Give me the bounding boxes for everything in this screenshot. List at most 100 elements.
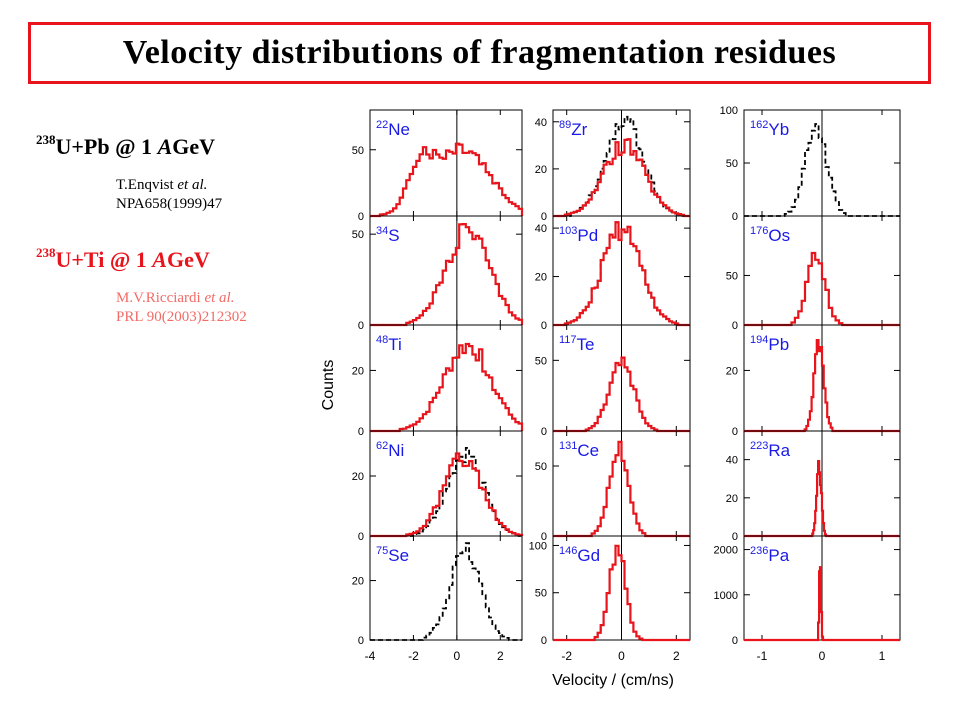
panel-yb: 0 50 100 162Yb (720, 105, 901, 223)
y-tick-label: 50 (535, 461, 547, 473)
y-tick-label: 0 (358, 211, 364, 223)
reference-ti: M.V.Ricciardi et al. PRL 90(2003)212302 (116, 289, 247, 327)
x-tick-label: 0 (454, 649, 461, 663)
x-tick-label: -2 (561, 649, 572, 663)
y-tick-label: 40 (726, 455, 738, 467)
isotope-element: Pa (768, 546, 789, 565)
series-ti-histogram (370, 142, 524, 218)
panel-pd: 0 20 40 103Pd (535, 215, 691, 332)
ref-etal: et al. (177, 177, 208, 193)
reference-pb: T.Enqvist et al. NPA658(1999)47 (116, 176, 222, 214)
x-tick-label: -2 (408, 649, 419, 663)
y-tick-label: 20 (352, 365, 364, 377)
y-tick-label: 100 (720, 105, 738, 117)
series-ti-histogram (553, 221, 690, 327)
panel-te: 0 50 117Te (535, 324, 691, 438)
isotope-element: Yb (768, 120, 789, 139)
column-3: 050100162Yb050176Os020194Pb02040223Ra010… (714, 105, 901, 663)
isotope-mass: 146 (559, 545, 577, 557)
ref-author: M.V.Ricciardi (116, 290, 205, 306)
isotope-mass: 34 (376, 225, 388, 237)
isotope-element: Pb (768, 335, 789, 354)
x-tick-label: 2 (497, 649, 504, 663)
y-tick-label: 0 (732, 531, 738, 543)
reaction-text: U+Ti @ 1 (55, 247, 153, 272)
series-pb-histogram (553, 115, 690, 217)
y-tick-label: 0 (541, 426, 547, 438)
isotope-label: 223Ra (750, 440, 791, 460)
isotope-mass: 131 (559, 440, 577, 452)
isotope-label: 194Pb (750, 334, 789, 354)
title-box: Velocity distributions of fragmentation … (28, 22, 931, 84)
y-tick-label: 0 (541, 320, 547, 332)
y-tick-label: 100 (529, 540, 547, 552)
panel-frame (369, 535, 523, 641)
ref-journal: PRL 90(2003)212302 (116, 309, 247, 325)
isotope-element: Pd (577, 226, 598, 245)
y-tick-label: 0 (732, 211, 738, 223)
isotope-element: Gd (577, 546, 600, 565)
y-tick-label: 50 (726, 270, 738, 282)
isotope-element: Te (577, 335, 595, 354)
isotope-mass: 22 (376, 119, 388, 131)
ref-journal: NPA658(1999)47 (116, 196, 223, 212)
panel-s: 0 50 34S (352, 215, 524, 332)
series-ti-histogram (370, 223, 524, 327)
y-tick-label: 0 (541, 211, 547, 223)
isotope-element: S (388, 226, 399, 245)
x-tick-label: 1 (879, 649, 886, 663)
y-tick-label: 50 (352, 229, 364, 241)
y-tick-label: 40 (535, 223, 547, 235)
series-pb-histogram (370, 542, 522, 641)
y-tick-label: 50 (535, 355, 547, 367)
y-tick-label: 50 (535, 588, 547, 600)
y-tick-label: 20 (726, 365, 738, 377)
y-axis-label: Counts (320, 360, 337, 411)
isotope-label: 146Gd (559, 545, 600, 565)
series-ti-histogram (744, 566, 900, 642)
x-tick-label: 0 (819, 649, 826, 663)
isotope-label: 34S (376, 225, 400, 245)
panel-ce: 0 50 131Ce (535, 430, 691, 543)
x-tick-label: -1 (757, 649, 768, 663)
panel-gd: 0 50 100 146Gd (529, 535, 691, 647)
series-ti-histogram (553, 356, 690, 433)
y-tick-label: 50 (726, 158, 738, 170)
reaction-unit: GeV (172, 134, 216, 159)
y-tick-label: 20 (352, 471, 364, 483)
isotope-label: 162Yb (750, 119, 789, 139)
isotope-label: 62Ni (376, 440, 404, 460)
y-tick-label: 0 (541, 635, 547, 647)
reaction-label-ti: 238U+Ti @ 1 AGeV (36, 245, 210, 273)
isotope-label: 176Os (750, 225, 790, 245)
isotope-mass: 103 (559, 225, 577, 237)
y-tick-label: 0 (732, 426, 738, 438)
isotope-mass: 162 (750, 119, 768, 131)
isotope-element: Ne (388, 120, 410, 139)
isotope-mass: 236 (750, 545, 768, 557)
y-tick-label: 40 (535, 117, 547, 129)
y-tick-label: 0 (358, 531, 364, 543)
panel-ti: 0 20 48Ti (352, 324, 524, 438)
isotope-element: Ti (388, 335, 402, 354)
isotope-element: Zr (571, 120, 587, 139)
panel-ne: 0 50 22Ne (352, 109, 524, 223)
panel-ra: 0 20 40 223Ra (726, 430, 901, 543)
isotope-mass: 223 (750, 440, 768, 452)
y-tick-label: 50 (352, 145, 364, 157)
isotope-label: 22Ne (376, 119, 410, 139)
column-1: 0 50 22Ne 0 50 34S 0 20 48Ti 0 20 62Ni 0 20 75Se -4 -2 0 2 (352, 109, 524, 663)
isotope-label: 75Se (376, 545, 409, 565)
isotope-label: 89Zr (559, 119, 588, 139)
isotope-mass: 62 (376, 440, 388, 452)
isotope-mass: 75 (376, 545, 388, 557)
series-ti-histogram (553, 544, 690, 642)
isotope-label: 131Ce (559, 440, 599, 460)
series-ti-histogram (553, 138, 690, 218)
reaction-label-pb: 238U+Pb @ 1 AGeV (36, 132, 216, 160)
isotope-element: Se (388, 546, 409, 565)
panel-pb: 0 20 194Pb (726, 324, 901, 438)
panel-se: 0 20 75Se (352, 535, 523, 647)
